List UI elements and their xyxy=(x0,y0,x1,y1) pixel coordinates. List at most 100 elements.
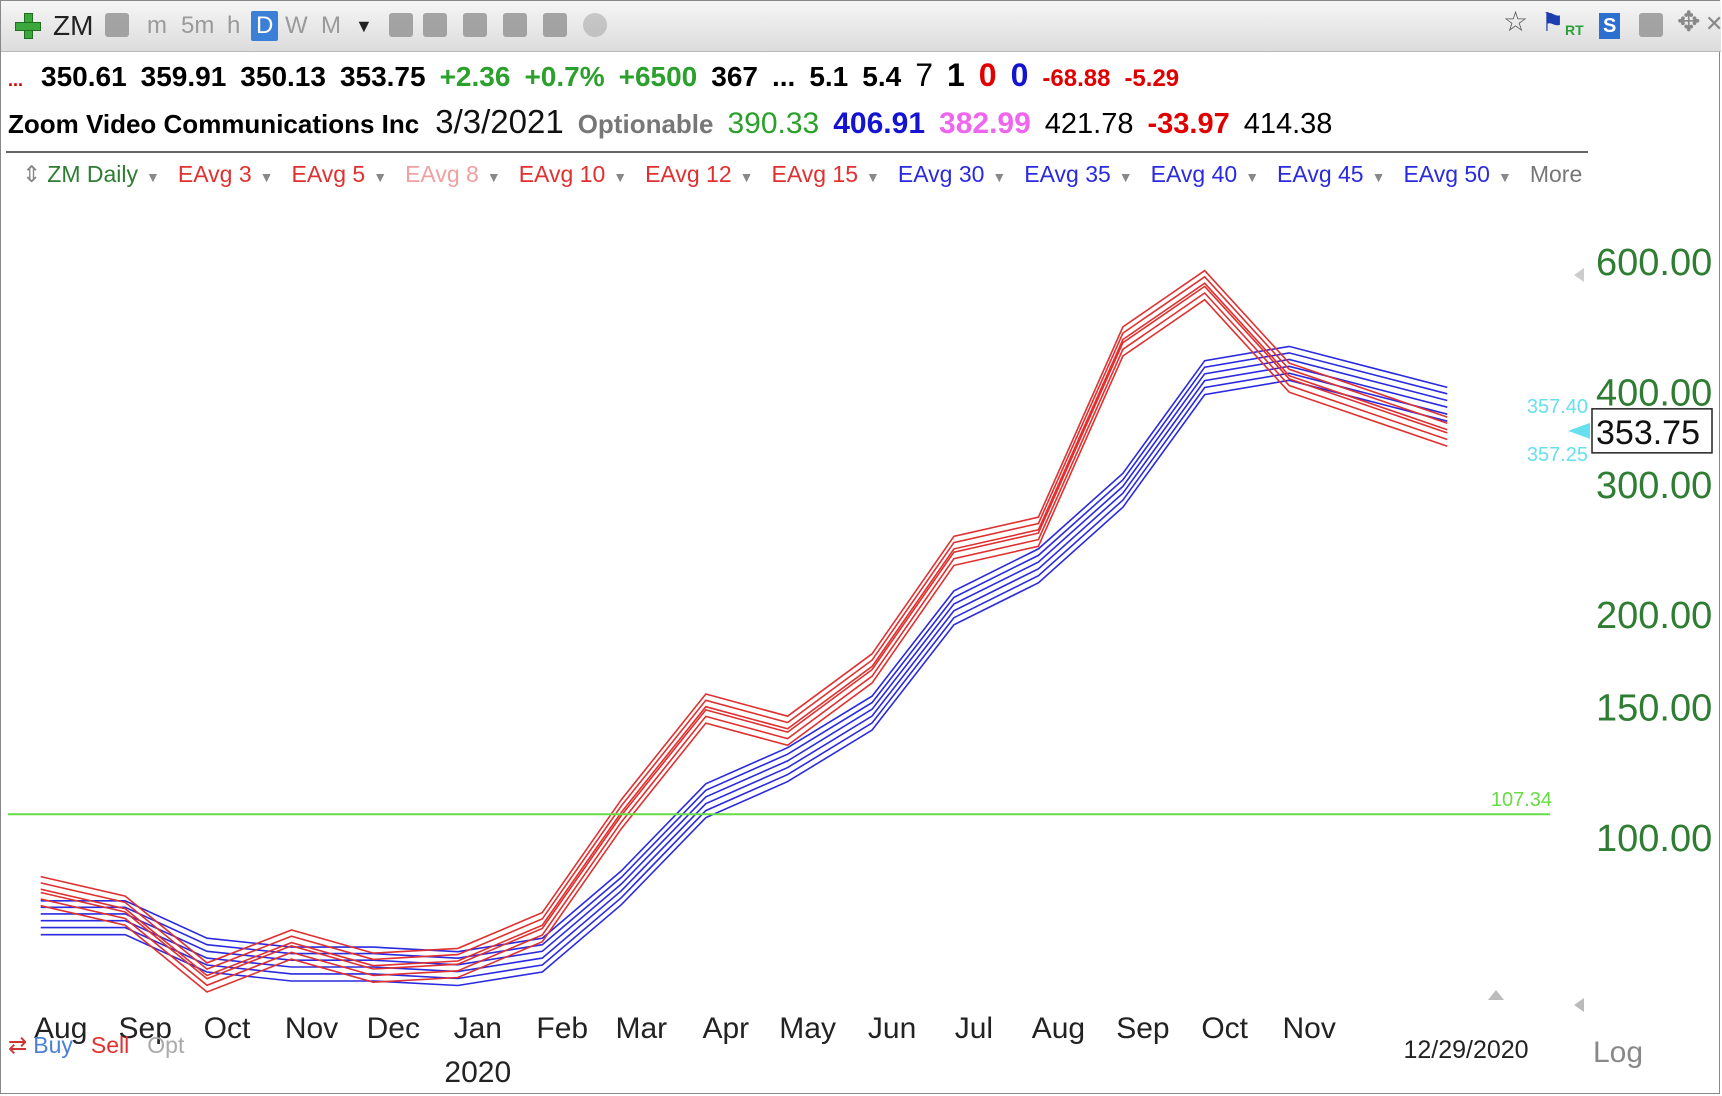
scroll-left-icon[interactable] xyxy=(1574,998,1584,1012)
quote-n3: 0 xyxy=(978,57,997,93)
company-p4: 421.78 xyxy=(1044,108,1134,140)
share-icon[interactable] xyxy=(583,13,607,37)
flag-icon[interactable]: ⚑ xyxy=(1541,7,1565,37)
quote-n1: 7 xyxy=(915,57,933,93)
quote-prefix: ... xyxy=(8,70,24,90)
timeframe-minute[interactable]: m xyxy=(147,12,167,39)
company-p3: 382.99 xyxy=(939,107,1031,140)
chevron-down-icon[interactable]: ▼ xyxy=(1497,169,1512,185)
indicator-eavg35[interactable]: EAvg 35 xyxy=(1024,161,1111,187)
chevron-down-icon[interactable]: ▼ xyxy=(486,169,501,185)
bar-chart-icon[interactable] xyxy=(423,13,447,37)
series-name[interactable]: ZM Daily xyxy=(47,161,139,187)
divider xyxy=(6,151,1588,153)
long-ma-line xyxy=(40,358,1448,966)
text-icon[interactable] xyxy=(389,13,413,37)
timeframe-day[interactable]: D xyxy=(251,11,279,41)
chevron-down-icon[interactable]: ▼ xyxy=(355,16,373,36)
x-tick-label: Aug xyxy=(34,1012,87,1045)
chevron-down-icon[interactable]: ▼ xyxy=(613,169,628,185)
timeframe-5m[interactable]: 5m xyxy=(181,12,215,39)
quote-open: 350.61 xyxy=(41,61,127,92)
indicator-eavg30[interactable]: EAvg 30 xyxy=(897,161,985,187)
long-ma-line xyxy=(40,345,1448,953)
indicator-eavg3[interactable]: EAvg 3 xyxy=(177,161,252,187)
save-icon[interactable] xyxy=(1639,13,1663,37)
chevron-down-icon[interactable]: ▼ xyxy=(866,169,880,185)
sell-button[interactable]: Sell xyxy=(90,1032,130,1058)
realtime-badge[interactable]: RT xyxy=(1565,22,1584,38)
window-icon[interactable] xyxy=(105,13,129,37)
chevron-down-icon[interactable]: ▼ xyxy=(373,169,388,185)
x-tick-label: Nov xyxy=(1283,1012,1336,1045)
close-icon[interactable]: ✕ xyxy=(1705,11,1722,36)
x-tick-label: Apr xyxy=(702,1012,749,1045)
log-scale-toggle[interactable]: Log xyxy=(1593,1036,1643,1069)
chevron-down-icon[interactable]: ▼ xyxy=(739,169,754,185)
short-ma-line xyxy=(40,275,1448,971)
indicator-eavg45[interactable]: EAvg 45 xyxy=(1277,161,1364,187)
chevron-down-icon[interactable]: ▼ xyxy=(1371,169,1386,185)
indicator-eavg15[interactable]: EAvg 15 xyxy=(771,161,859,187)
x-tick-label: May xyxy=(779,1012,836,1045)
scroll-left-icon[interactable] xyxy=(1574,268,1584,282)
indicator-eavg50[interactable]: EAvg 50 xyxy=(1403,161,1490,187)
y-tick-label: 600.00 xyxy=(1596,242,1712,284)
chevron-down-icon[interactable]: ▼ xyxy=(146,169,160,185)
quote-volume: 367 xyxy=(711,61,758,92)
quote-neg1: -68.88 xyxy=(1042,65,1111,92)
opt-button[interactable]: Opt xyxy=(147,1032,185,1058)
short-ma-line xyxy=(40,269,1448,964)
quote-low: 350.13 xyxy=(240,61,326,92)
x-tick-label: Sep xyxy=(119,1012,172,1045)
x-tick-label: Jul xyxy=(955,1012,993,1045)
copy-icon[interactable] xyxy=(543,13,567,37)
quote-n4: 0 xyxy=(1010,57,1029,93)
chevron-down-icon[interactable]: ▼ xyxy=(1118,169,1133,185)
side-label: 357.25 xyxy=(1527,444,1588,466)
chevron-down-icon[interactable]: ▼ xyxy=(259,169,274,185)
strategy-badge[interactable]: S xyxy=(1599,13,1621,39)
quote-close: 353.75 xyxy=(339,61,426,92)
indicator-eavg8[interactable]: EAvg 8 xyxy=(405,161,479,187)
trade-icon[interactable]: ⇄ xyxy=(8,1032,28,1058)
resize-icon[interactable]: ⇕ xyxy=(22,161,42,187)
chevron-down-icon[interactable]: ▼ xyxy=(1245,169,1260,185)
short-ma-line xyxy=(40,298,1448,993)
timeframe-week[interactable]: W xyxy=(285,12,308,39)
scroll-up-icon[interactable] xyxy=(1488,990,1504,1000)
timeframe-month[interactable]: M xyxy=(321,12,341,39)
add-symbol-icon[interactable] xyxy=(15,13,41,39)
buy-button[interactable]: Buy xyxy=(33,1032,73,1058)
quote-v2: 5.4 xyxy=(862,61,902,92)
timeframe-hour[interactable]: h xyxy=(227,12,241,39)
company-p1: 390.33 xyxy=(727,107,820,140)
company-date: 3/3/2021 xyxy=(435,103,564,140)
company-p6: 414.38 xyxy=(1243,108,1333,140)
last-price-label: 353.75 xyxy=(1596,414,1700,452)
indicator-eavg40[interactable]: EAvg 40 xyxy=(1150,161,1238,187)
quote-volume-change: +6500 xyxy=(618,61,698,92)
signal-legend: ⇄ Buy Sell Opt xyxy=(8,1032,202,1059)
symbol-label[interactable]: ZM xyxy=(53,10,94,41)
grid-icon[interactable] xyxy=(463,13,487,37)
indicator-eavg12[interactable]: EAvg 12 xyxy=(645,161,732,187)
side-label: 357.40 xyxy=(1527,396,1588,418)
chevron-down-icon[interactable]: ▼ xyxy=(992,169,1007,185)
y-tick-label: 100.00 xyxy=(1596,818,1712,860)
optionable-label: Optionable xyxy=(577,109,714,139)
x-tick-label: Jan xyxy=(454,1012,502,1045)
short-ma-line xyxy=(40,285,1448,980)
indicator-eavg5[interactable]: EAvg 5 xyxy=(291,161,366,187)
long-ma-line xyxy=(40,379,1448,987)
star-icon[interactable]: ☆ xyxy=(1503,6,1529,37)
move-icon[interactable]: ✥ xyxy=(1677,6,1701,37)
x-tick-label: Jun xyxy=(868,1012,916,1045)
y-tick-label: 150.00 xyxy=(1596,688,1712,730)
indicator-eavg10[interactable]: EAvg 10 xyxy=(518,161,606,187)
long-ma-line xyxy=(40,352,1448,960)
pencil-icon[interactable] xyxy=(503,13,527,37)
more-button[interactable]: More xyxy=(1529,161,1583,187)
